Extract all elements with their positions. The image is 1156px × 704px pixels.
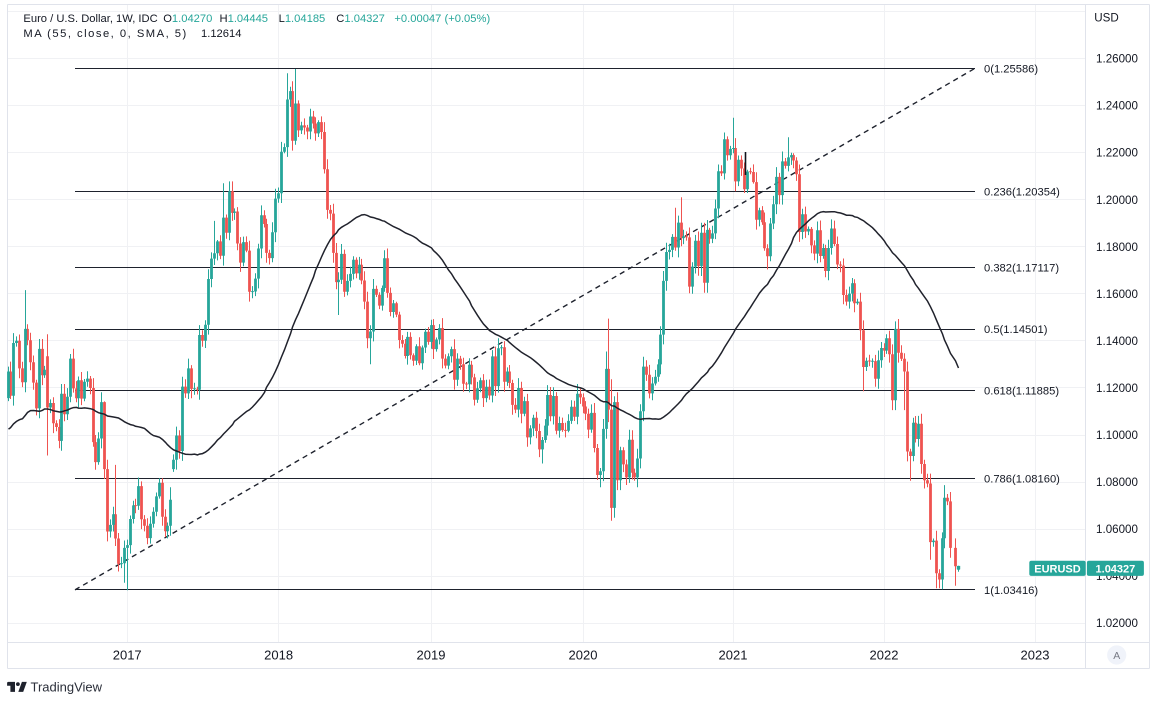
svg-text:1.12000: 1.12000	[1096, 382, 1138, 395]
svg-text:MA (55, close, 0, SMA, 5): MA (55, close, 0, SMA, 5)	[23, 28, 187, 40]
svg-text:1(1.03416): 1(1.03416)	[984, 585, 1038, 597]
svg-text:1.12614: 1.12614	[201, 28, 241, 40]
svg-text:2019: 2019	[417, 648, 446, 663]
svg-text:0(1.25586): 0(1.25586)	[984, 63, 1038, 75]
svg-text:1.20000: 1.20000	[1096, 194, 1138, 207]
svg-text:2023: 2023	[1021, 648, 1050, 663]
svg-text:1.18000: 1.18000	[1096, 241, 1138, 254]
svg-text:1.16000: 1.16000	[1096, 288, 1138, 301]
svg-text:2021: 2021	[719, 648, 748, 663]
svg-text:2020: 2020	[569, 648, 598, 663]
svg-text:1.24000: 1.24000	[1096, 100, 1138, 113]
svg-text:1.06000: 1.06000	[1096, 523, 1138, 536]
svg-text:2017: 2017	[113, 648, 142, 663]
svg-text:0.786(1.08160): 0.786(1.08160)	[984, 473, 1060, 485]
svg-text:TradingView: TradingView	[31, 679, 103, 694]
svg-text:1.22000: 1.22000	[1096, 147, 1138, 160]
svg-text:0.236(1.20354): 0.236(1.20354)	[984, 186, 1060, 198]
svg-text:USD: USD	[1094, 12, 1118, 25]
svg-text:0.5(1.14501): 0.5(1.14501)	[984, 324, 1048, 336]
svg-text:EURUSD: EURUSD	[1034, 563, 1081, 575]
svg-text:1.14000: 1.14000	[1096, 335, 1138, 348]
svg-text:1.08000: 1.08000	[1096, 476, 1138, 489]
svg-text:0.618(1.11885): 0.618(1.11885)	[984, 386, 1059, 398]
svg-text:1.04327: 1.04327	[1096, 563, 1136, 575]
svg-text:1.26000: 1.26000	[1096, 53, 1138, 66]
svg-text:0.382(1.17117): 0.382(1.17117)	[984, 263, 1059, 275]
svg-text:2018: 2018	[264, 648, 293, 663]
svg-text:A: A	[1113, 650, 1120, 662]
svg-text:2022: 2022	[870, 648, 899, 663]
svg-text:1.02000: 1.02000	[1096, 617, 1138, 630]
svg-text:1.10000: 1.10000	[1096, 429, 1138, 442]
